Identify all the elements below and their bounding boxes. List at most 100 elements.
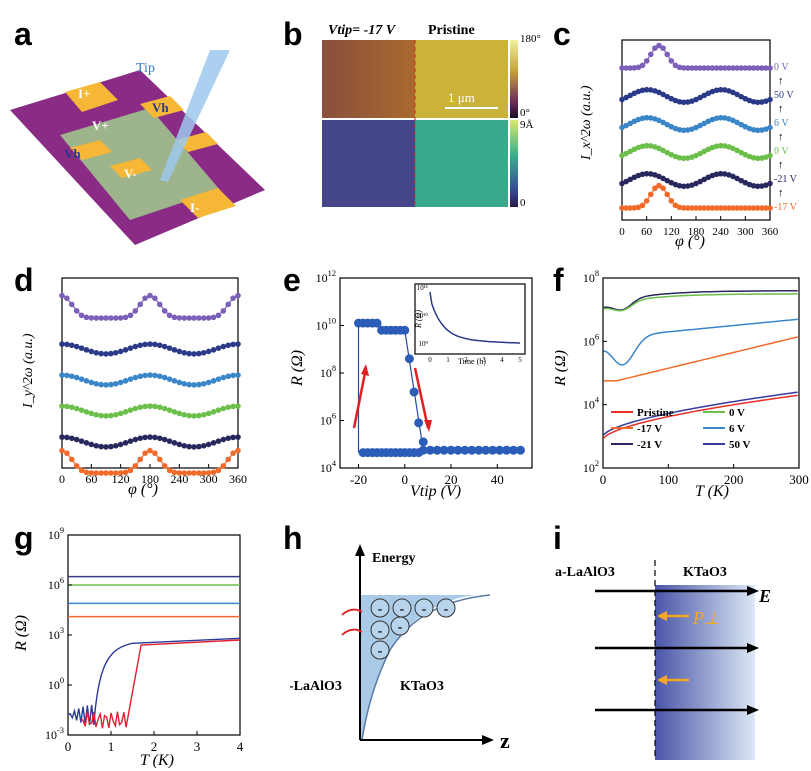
svg-text:0°: 0° [520, 107, 530, 119]
data-point [88, 410, 95, 417]
data-point [210, 378, 217, 384]
data-point [627, 205, 634, 211]
svg-text:180°: 180° [520, 33, 541, 45]
charge-label: - [378, 602, 383, 617]
x-tick-label: 0 [428, 356, 432, 364]
data-point [697, 205, 703, 211]
data-point [717, 65, 724, 71]
svg-text:9Å: 9Å [520, 119, 534, 131]
data-point [156, 373, 163, 380]
data-point [122, 440, 129, 446]
data-point [235, 434, 241, 440]
data-point [117, 315, 124, 321]
data-point [230, 450, 236, 456]
panel-e-chart: 104 106 108 1010 1012 -20 0 20 40 0 1 2 3 4 5 10⁹ 10¹⁰… [290, 269, 533, 500]
data-point [205, 348, 212, 355]
data-point [186, 315, 192, 321]
x-tick-label: 180 [688, 226, 705, 238]
data-point [98, 470, 104, 476]
data-point [88, 379, 95, 386]
data-point [664, 51, 671, 58]
data-point [137, 373, 144, 380]
data-point [171, 378, 178, 384]
data-point [142, 295, 148, 301]
data-point [767, 152, 773, 159]
data-point [83, 469, 90, 476]
data-point [717, 170, 724, 177]
y-tick-label: 1012 [316, 269, 336, 285]
data-point [693, 65, 699, 71]
data-point [680, 127, 687, 134]
data-point [181, 380, 188, 387]
data-point [93, 411, 100, 418]
data-point [196, 350, 202, 357]
panel-label-g: g [14, 520, 34, 556]
electron-icon [370, 620, 390, 640]
data-point [156, 404, 163, 411]
series-label: 50 V [774, 90, 794, 101]
data-point [754, 99, 761, 106]
data-point [196, 381, 202, 388]
e-xlabel: Vtip (V) [410, 483, 461, 500]
panel-c-chart: 0 60 120 180 240 300 360 0 V ↑ 50 V ↑ 6 V ↑ 0 V ↑ -21 … [579, 39, 798, 250]
series-label: 6 V [774, 118, 789, 129]
data-point [639, 171, 646, 178]
data-point [73, 343, 80, 350]
data-point [142, 450, 148, 456]
x-tick-label: 3 [194, 739, 201, 754]
data-point [713, 143, 720, 150]
data-point [93, 349, 100, 356]
x-tick-label: 0 [65, 739, 72, 754]
data-point [78, 407, 85, 413]
g-xlabel: T (K) [140, 752, 174, 769]
svg-text:1 μm: 1 μm [448, 90, 475, 105]
data-point [132, 374, 139, 381]
panel-i-diagram: a-LaAlO3 KTaO3 E P⊥ [555, 560, 771, 760]
c-xlabel: φ (°) [675, 233, 705, 250]
data-point [684, 205, 691, 211]
data-point [186, 470, 192, 476]
charge-label: - [398, 620, 403, 635]
data-point [93, 470, 100, 476]
data-point [414, 448, 424, 458]
data-point [660, 91, 666, 98]
data-point [639, 143, 646, 150]
x-tick-label: 300 [789, 472, 809, 487]
data-point [171, 469, 178, 476]
data-point [225, 435, 232, 442]
data-point [697, 122, 703, 129]
data-point [103, 351, 109, 357]
data-point [83, 378, 90, 384]
series-label: 0 V [774, 146, 789, 157]
data-point [98, 443, 104, 450]
data-point [137, 301, 144, 308]
data-point [746, 205, 753, 211]
data-point [64, 403, 70, 410]
data-point [122, 314, 129, 321]
data-point [676, 182, 683, 189]
data-point [754, 65, 761, 71]
data-point [689, 205, 695, 211]
data-point [191, 444, 197, 450]
data-point [664, 93, 671, 100]
charge-label: - [378, 624, 383, 639]
data-point [664, 121, 671, 128]
data-point [676, 98, 683, 105]
data-point [713, 115, 720, 122]
data-point [127, 345, 134, 351]
data-point [196, 443, 202, 450]
data-point [668, 58, 675, 64]
data-point [68, 373, 75, 380]
data-point [132, 343, 139, 350]
data-point [166, 438, 173, 444]
data-point [230, 403, 236, 410]
data-point [230, 341, 236, 348]
data-point [152, 295, 158, 301]
data-point [191, 315, 197, 321]
data-point [93, 315, 100, 321]
data-point [220, 374, 227, 381]
data-point [235, 403, 241, 409]
y-tick-label: 10¹⁰ [416, 312, 428, 320]
data-point [689, 65, 695, 71]
panel-label-h: h [283, 520, 303, 556]
